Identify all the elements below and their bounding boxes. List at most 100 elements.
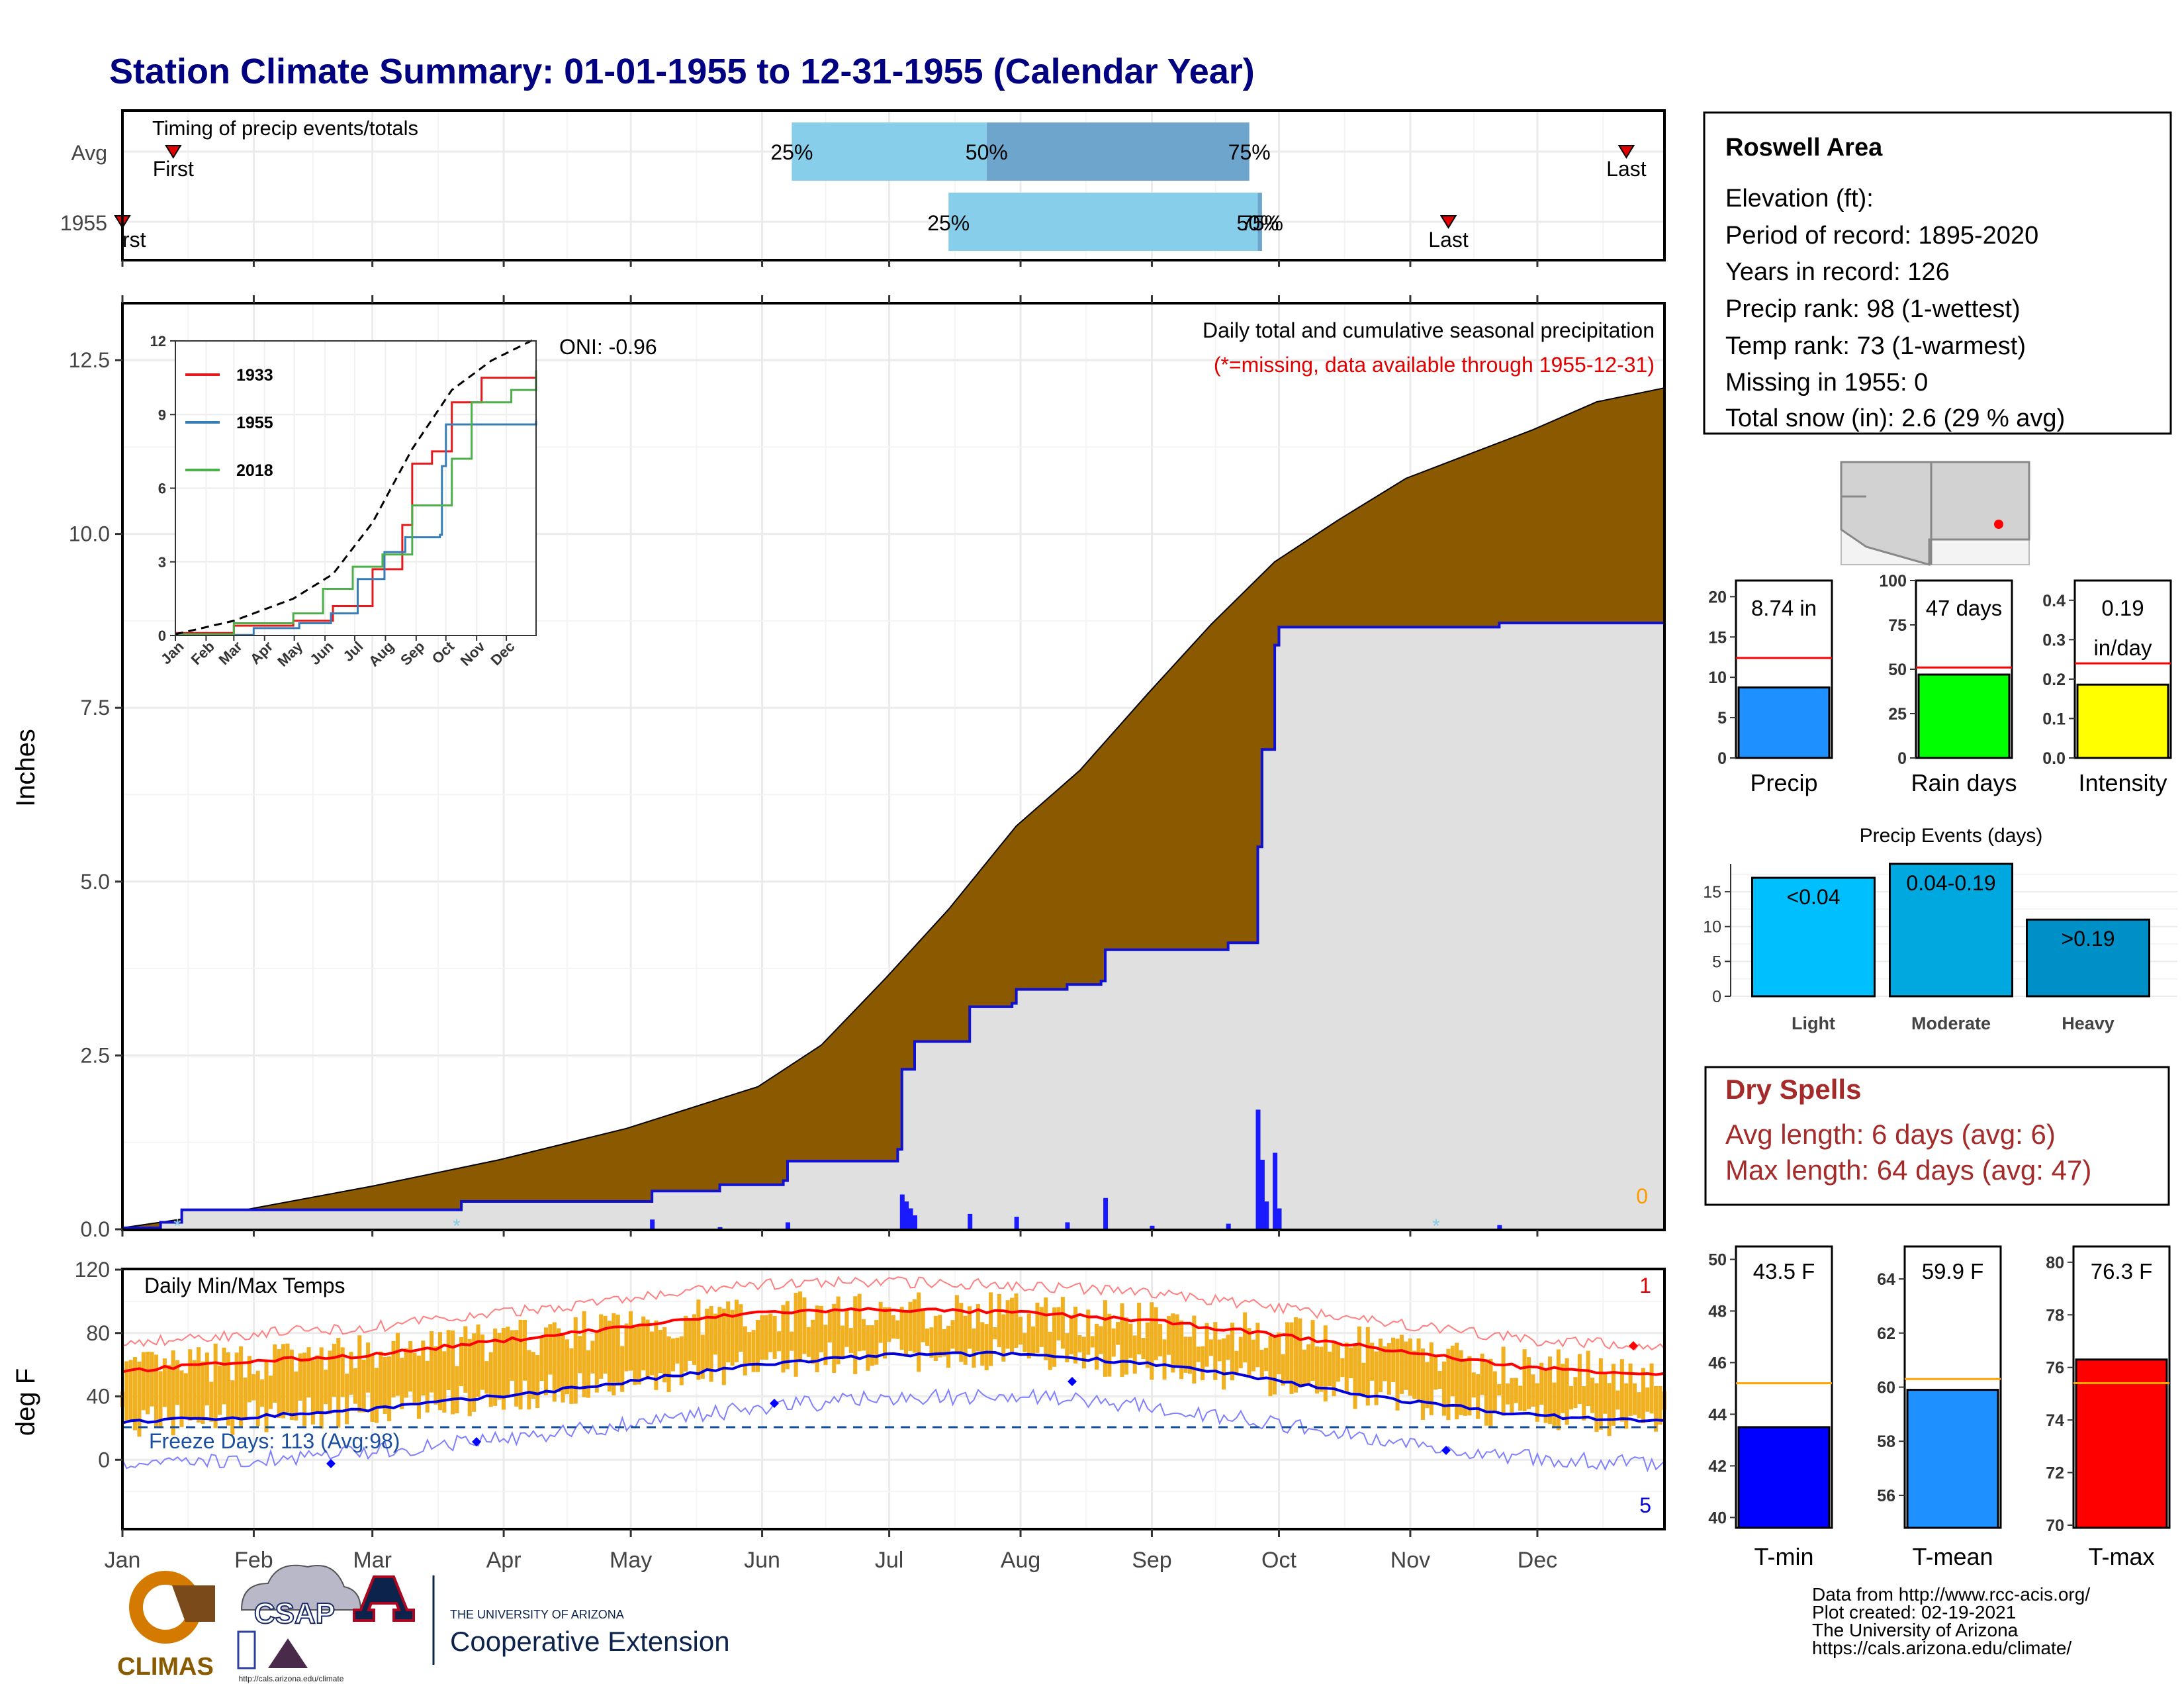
daily-temp-bar (1340, 1358, 1345, 1378)
daily-temp-bar (840, 1325, 845, 1360)
page-title: Station Climate Summary: 01-01-1955 to 1… (109, 52, 1255, 91)
daily-temp-bar (594, 1331, 599, 1393)
daily-temp-bar (1120, 1303, 1124, 1378)
daily-temp-bar (171, 1350, 175, 1436)
daily-temp-bar (133, 1357, 138, 1430)
daily-temp-bar (552, 1322, 557, 1402)
daily-temp-bar (883, 1307, 887, 1359)
daily-temp-bar (387, 1356, 392, 1422)
daily-temp-bar (823, 1325, 828, 1366)
daily-temp-bar (1226, 1335, 1230, 1360)
daily-temp-bar (857, 1293, 862, 1352)
daily-temp-bar (1255, 1323, 1260, 1368)
daily-temp-bar (1344, 1342, 1349, 1393)
temp-summary-y-tick-label: 46 (1708, 1354, 1727, 1372)
daily-temp-bar (721, 1308, 726, 1385)
timing-year-last-marker (1439, 215, 1457, 229)
csap-logo: CSAP http://cals.arizona.edu/climate (237, 1564, 362, 1683)
temp-summary-y-tick-label: 42 (1708, 1457, 1727, 1476)
daily-temp-bar (1259, 1349, 1264, 1378)
inset-legend-label: 2018 (236, 461, 273, 480)
daily-temp-bar (1349, 1347, 1353, 1379)
summary-bar-axis-label: Intensity (2078, 769, 2167, 796)
daily-temp-bars (120, 1291, 1666, 1437)
daily-temp-bar (1531, 1374, 1535, 1407)
precip-missing-note: (*=missing, data available through 1955-… (1214, 353, 1655, 377)
daily-temp-bar (1547, 1356, 1553, 1425)
station-info-line: Elevation (ft): (1725, 185, 1874, 212)
month-label: Apr (486, 1548, 522, 1573)
summary-bar-y-tick-label: 0 (1897, 749, 1907, 768)
daily-temp-bar (404, 1348, 408, 1398)
daily-temp-bar (1539, 1362, 1544, 1405)
daily-temp-bar (836, 1296, 841, 1365)
daily-temp-bar (713, 1313, 718, 1355)
precip-y-tick-label: 10.0 (69, 522, 110, 546)
daily-temp-bar (150, 1352, 154, 1407)
record-low-marker-3 (770, 1399, 779, 1408)
daily-temp-bar (739, 1304, 743, 1352)
daily-temp-bar (1314, 1346, 1319, 1394)
daily-temp-bar (302, 1352, 307, 1427)
daily-temp-bar (1073, 1306, 1078, 1364)
daily-temp-bar (1399, 1335, 1404, 1394)
daily-temp-bar (954, 1295, 959, 1352)
temp-summary-y-tick-label: 62 (1877, 1325, 1895, 1343)
daily-temp-bar (603, 1315, 608, 1374)
daily-precip-bar (1014, 1217, 1019, 1229)
summary-bar-value-label: in/day (2093, 635, 2152, 660)
summary-bar-value-label: 8.74 in (1751, 596, 1817, 620)
precip-event-bar-light (1751, 876, 1876, 998)
daily-temp-bar (1391, 1337, 1396, 1382)
daily-temp-bar (277, 1348, 281, 1418)
daily-temp-bar (1230, 1323, 1234, 1381)
inset-y-tick-label: 6 (158, 481, 166, 497)
inset-x-tick-label: Dec (487, 638, 518, 669)
month-label: Dec (1518, 1548, 1557, 1573)
daily-temp-bar (921, 1308, 925, 1342)
summary-bar-y-tick-label: 0.4 (2042, 592, 2066, 610)
precip-y-tick-label: 7.5 (81, 696, 110, 720)
daily-temp-bar (1336, 1342, 1340, 1382)
daily-temp-bar (670, 1338, 676, 1372)
daily-temp-bar (446, 1330, 451, 1390)
daily-temp-bar (929, 1327, 934, 1358)
daily-precip-bar (1226, 1223, 1231, 1229)
daily-temp-bar (455, 1366, 459, 1414)
daily-temp-bar (654, 1320, 659, 1390)
month-label: Jul (875, 1548, 903, 1573)
daily-temp-bar (565, 1339, 569, 1395)
daily-temp-bar (1217, 1339, 1222, 1362)
events-y-tick-label: 0 (1712, 988, 1721, 1006)
daily-temp-bar (1005, 1300, 1010, 1349)
temp-summary-y-tick-label: 48 (1708, 1302, 1727, 1321)
daily-temp-bar (1654, 1385, 1659, 1432)
inset-x-tick-label: Sep (397, 638, 428, 669)
credit-line: Plot created: 02-19-2021 (1812, 1602, 2016, 1622)
dry-spells-max: Max length: 64 days (avg: 47) (1725, 1154, 2091, 1186)
daily-temp-bar (1035, 1302, 1040, 1353)
daily-temp-bar (1039, 1307, 1044, 1347)
daily-temp-bar (1328, 1351, 1332, 1387)
temp-summary-y-tick-label: 76 (2046, 1359, 2064, 1378)
daily-temp-bar (1323, 1325, 1328, 1402)
daily-temp-bar (637, 1324, 641, 1385)
daily-temp-bar (1247, 1328, 1251, 1376)
timing-year-first-label: rst (122, 228, 146, 252)
daily-temp-bar (790, 1331, 794, 1351)
daily-temp-bar (1582, 1386, 1586, 1421)
temp-summary-y-tick-label: 78 (2046, 1306, 2064, 1325)
inset-legend-label: 1955 (236, 414, 273, 432)
daily-temp-bar (226, 1352, 230, 1426)
daily-temp-bar (1437, 1371, 1442, 1389)
daily-temp-bar (620, 1346, 625, 1392)
daily-temp-bar (188, 1349, 193, 1421)
inset-y-tick-label: 0 (158, 628, 166, 644)
daily-temp-bar (1081, 1336, 1086, 1369)
temp-summary-y-tick-label: 40 (1708, 1509, 1727, 1527)
inset-x-tick-label: Apr (247, 638, 277, 668)
daily-temp-bar (408, 1341, 413, 1392)
timing-avg-first-label: First (153, 157, 194, 181)
daily-temp-bar (1023, 1333, 1027, 1352)
